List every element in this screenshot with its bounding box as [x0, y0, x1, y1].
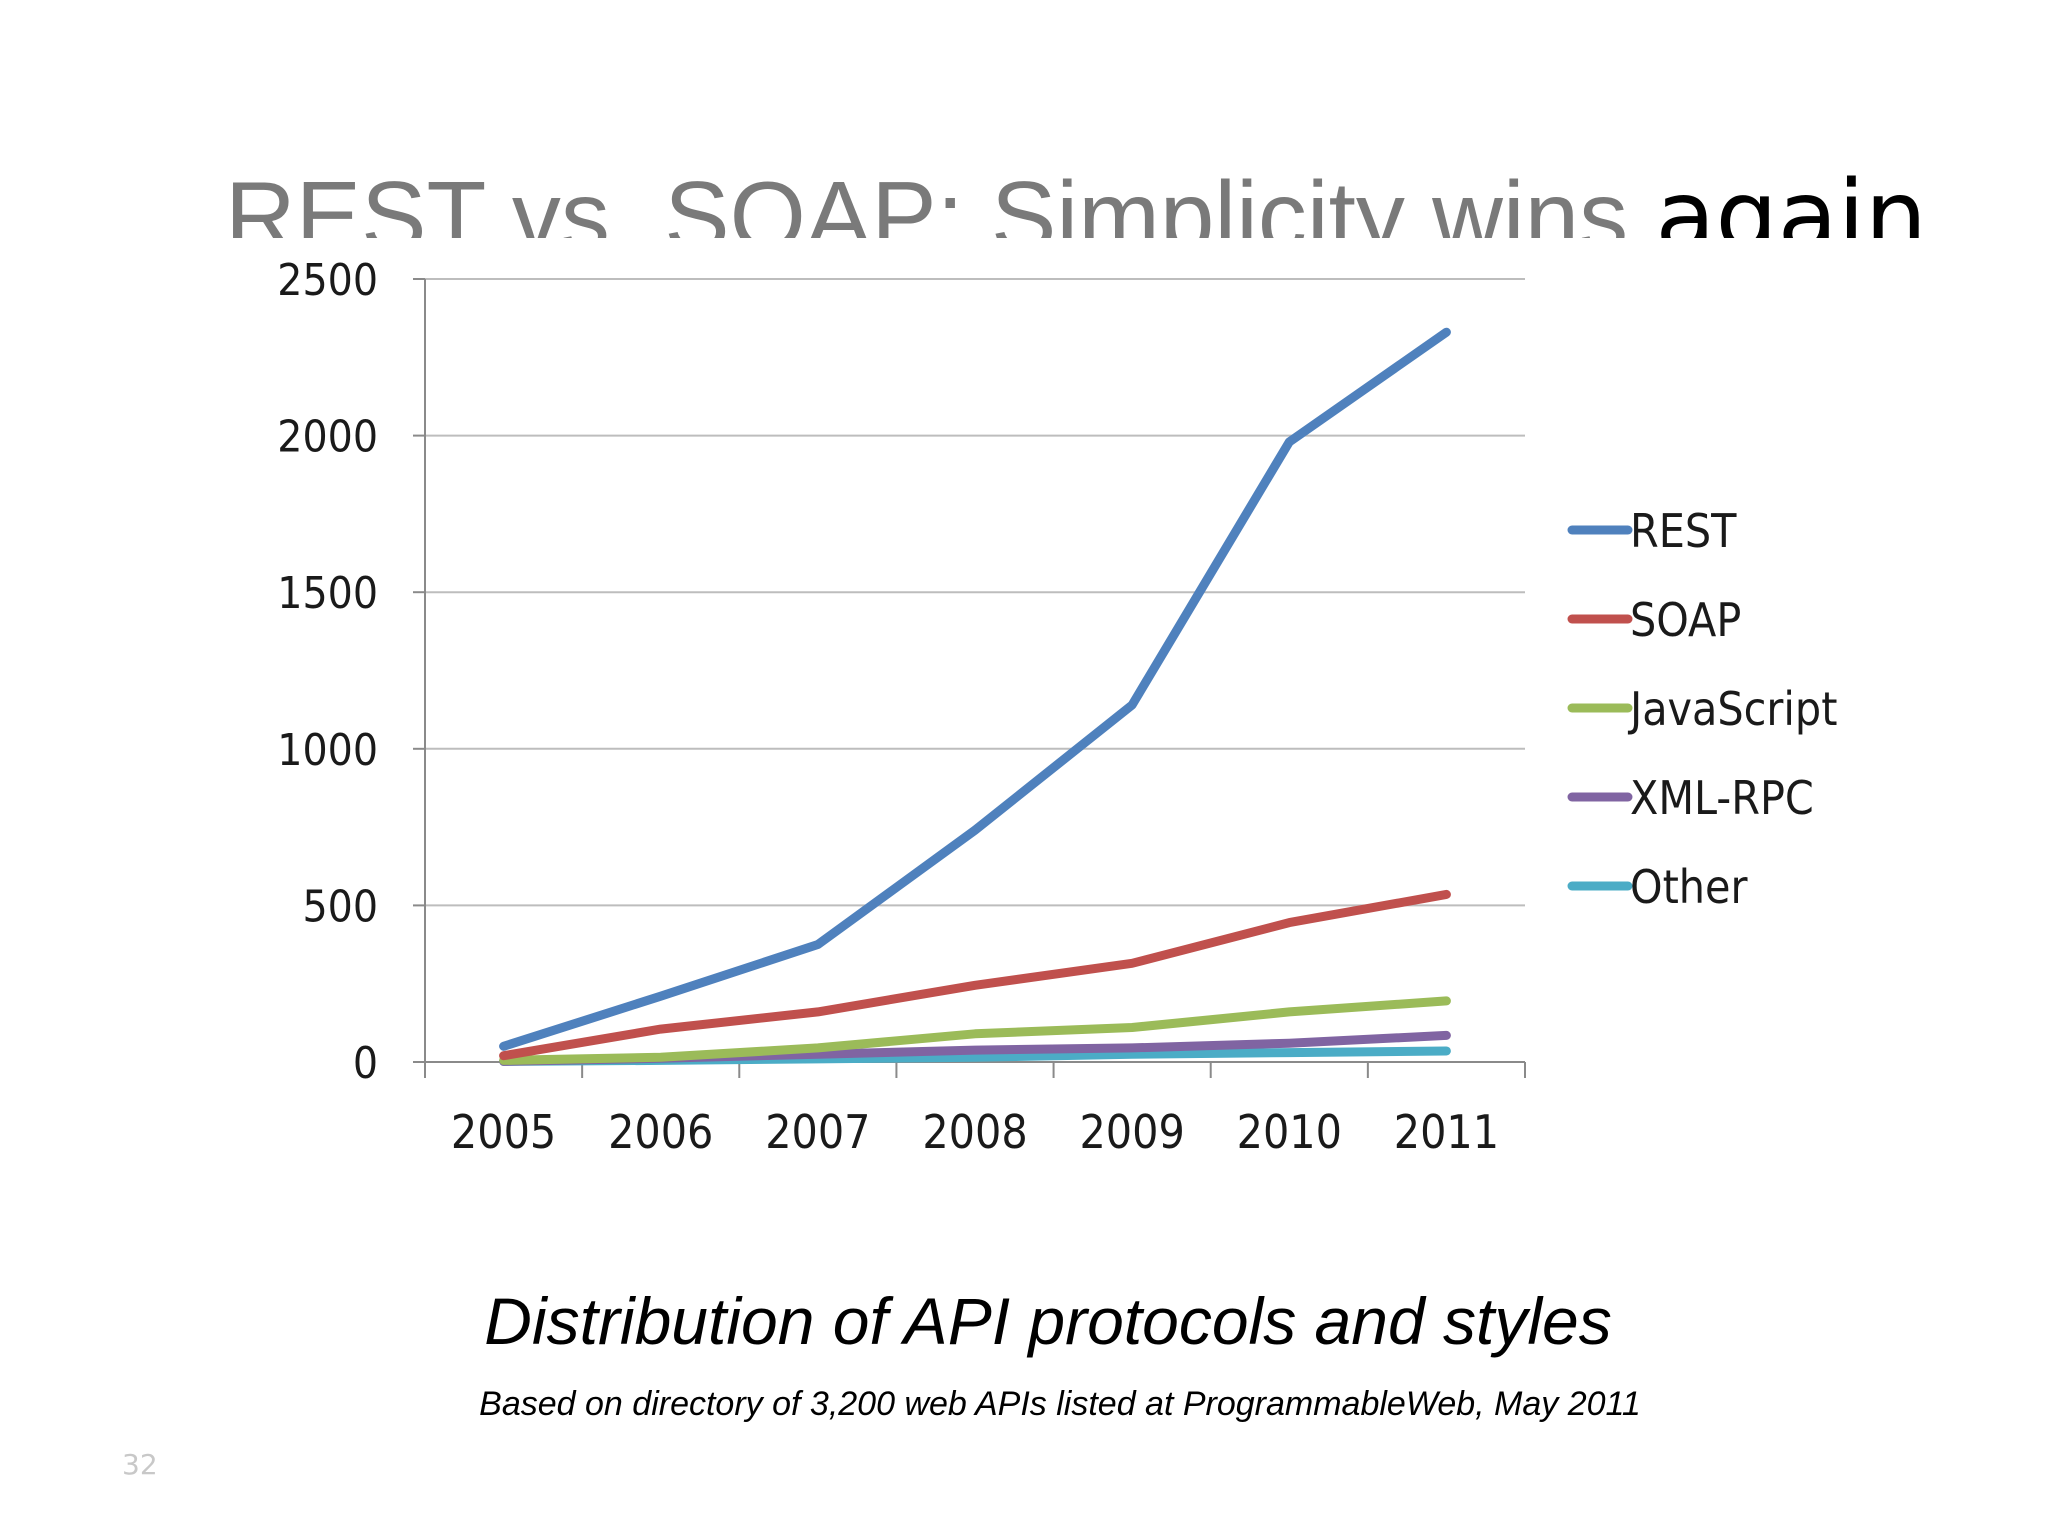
slide-title-grey: REST vs. SOAP: Simplicity wins — [225, 161, 1629, 238]
legend-label: REST — [1630, 504, 1737, 558]
legend-label: Other — [1630, 860, 1748, 914]
x-tick-label: 2007 — [765, 1105, 870, 1159]
y-tick-label: 2000 — [277, 412, 378, 463]
x-tick-label: 2010 — [1237, 1105, 1342, 1159]
legend-label: SOAP — [1630, 593, 1741, 647]
x-tick-label: 2006 — [608, 1105, 713, 1159]
x-tick-label: 2011 — [1394, 1105, 1499, 1159]
x-tick-label: 2009 — [1079, 1105, 1184, 1159]
y-tick-label: 2500 — [277, 255, 378, 306]
series-line-rest — [499, 327, 1451, 1051]
slide-title-dark: again — [1655, 160, 1928, 238]
y-tick-label: 1500 — [277, 568, 378, 619]
y-tick-label: 1000 — [277, 725, 378, 776]
page-number: 32 — [122, 1448, 158, 1481]
series-line-javascript — [499, 996, 1451, 1065]
series-line-soap — [499, 889, 1451, 1061]
chart-caption: Distribution of API protocols and styles — [484, 1284, 1612, 1358]
x-tick-label: 2008 — [922, 1105, 1027, 1159]
legend-label: JavaScript — [1627, 682, 1837, 736]
source-note: Based on directory of 3,200 web APIs lis… — [479, 1385, 1641, 1423]
y-tick-label: 0 — [353, 1038, 378, 1089]
legend-label: XML-RPC — [1630, 771, 1814, 825]
y-tick-label: 500 — [302, 881, 378, 932]
slide-title: REST vs. SOAP: Simplicity wins again — [225, 150, 1927, 238]
x-tick-label: 2005 — [451, 1105, 556, 1159]
